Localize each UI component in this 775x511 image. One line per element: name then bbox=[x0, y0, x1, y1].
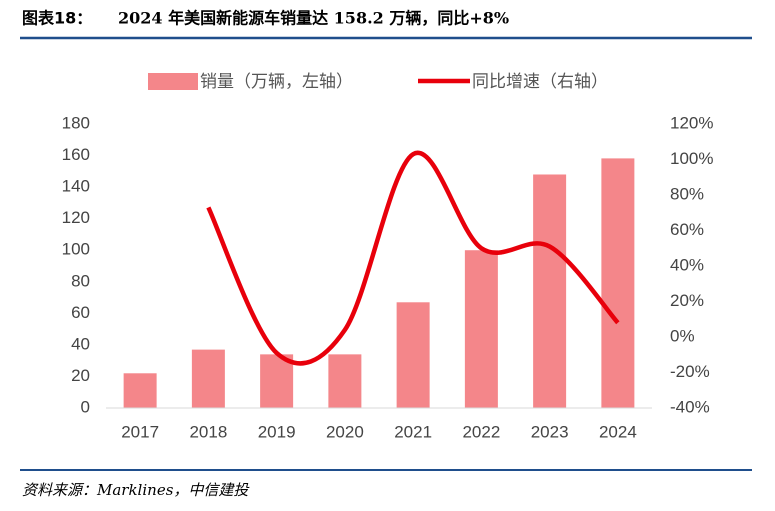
source-note: 资料来源：Marklines，中信建投 bbox=[22, 481, 250, 499]
x-tick-label: 2023 bbox=[531, 422, 569, 441]
y-tick-label: 180 bbox=[62, 113, 90, 132]
y2-tick-label: 80% bbox=[670, 184, 704, 203]
bar bbox=[601, 158, 635, 408]
y-tick-label: 0 bbox=[81, 397, 90, 416]
chart-title: 2024 年美国新能源车销量达 158.2 万辆，同比+8% bbox=[118, 9, 509, 28]
y-tick-label: 120 bbox=[62, 208, 90, 227]
y-tick-label: 160 bbox=[62, 145, 90, 164]
y-tick-label: 80 bbox=[71, 271, 90, 290]
figure-label: 图表18： bbox=[22, 9, 92, 28]
y-tick-label: 60 bbox=[71, 303, 90, 322]
bar bbox=[191, 349, 225, 408]
y2-tick-label: -20% bbox=[670, 362, 710, 381]
x-tick-label: 2022 bbox=[462, 422, 500, 441]
x-tick-label: 2017 bbox=[121, 422, 159, 441]
legend-swatch bbox=[148, 73, 198, 90]
x-tick-label: 2024 bbox=[599, 422, 637, 441]
y2-tick-label: -40% bbox=[670, 397, 710, 416]
x-tick-label: 2018 bbox=[189, 422, 227, 441]
y2-tick-label: 100% bbox=[670, 149, 713, 168]
bar bbox=[260, 354, 294, 408]
y2-tick-label: 20% bbox=[670, 291, 704, 310]
y-tick-label: 100 bbox=[62, 240, 90, 259]
bar bbox=[464, 250, 498, 408]
y2-tick-label: 60% bbox=[670, 220, 704, 239]
y2-tick-label: 40% bbox=[670, 255, 704, 274]
bar bbox=[396, 302, 430, 408]
y-tick-label: 40 bbox=[71, 334, 90, 353]
y2-tick-label: 120% bbox=[670, 113, 713, 132]
legend-label: 同比增速（右轴） bbox=[472, 72, 608, 92]
legend-label: 销量（万辆，左轴） bbox=[200, 72, 353, 92]
bar bbox=[533, 174, 567, 408]
y-tick-label: 140 bbox=[62, 177, 90, 196]
x-tick-label: 2021 bbox=[394, 422, 432, 441]
bar bbox=[123, 373, 157, 408]
line bbox=[206, 150, 620, 366]
x-tick-label: 2019 bbox=[258, 422, 296, 441]
bar bbox=[328, 354, 362, 408]
x-tick-label: 2020 bbox=[326, 422, 364, 441]
y2-tick-label: 0% bbox=[670, 326, 695, 345]
y-tick-label: 20 bbox=[71, 366, 90, 385]
